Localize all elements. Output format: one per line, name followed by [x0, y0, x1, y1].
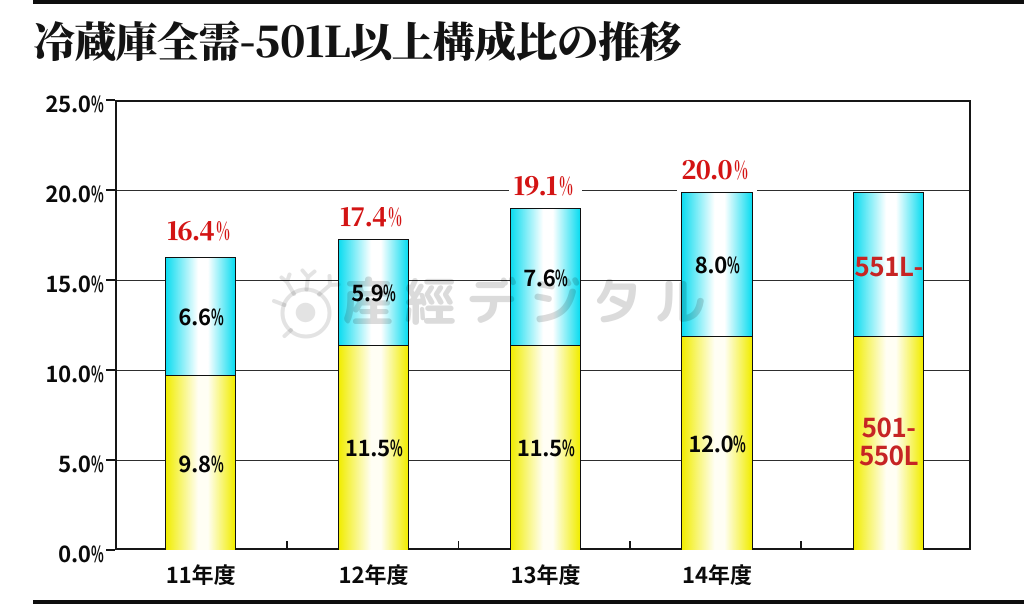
- bar-3-segment-551L-: [681, 191, 753, 336]
- total-label-text: 17.4%: [335, 196, 412, 239]
- bar-4-segment-551L-: [852, 191, 925, 336]
- percent-sign: %: [210, 300, 224, 333]
- bar-2-total-label: 19.1%: [476, 164, 616, 207]
- percent-sign: %: [726, 247, 740, 280]
- bar-2-label-upper: 7.6%: [523, 260, 568, 293]
- logo-sprig-4: [272, 299, 287, 307]
- legend-label-551L: 551L-: [854, 246, 923, 284]
- percent-sign: %: [389, 431, 403, 464]
- y-axis-tick: [106, 99, 115, 101]
- bar-2-label-lower: 11.5%: [516, 431, 575, 464]
- logo-sprig-1: [279, 272, 296, 296]
- bar-2-segment-551L-: [509, 208, 582, 345]
- bar-3-total-label: 20.0%: [647, 148, 787, 191]
- percent-sign: %: [90, 87, 104, 119]
- bar-4-segment-501-550L: [852, 335, 925, 550]
- legend-label-line: 501-: [861, 407, 916, 445]
- y-axis-tick: [106, 458, 115, 461]
- total-label-text: 16.4%: [162, 210, 239, 253]
- logo-sprig-2: [300, 268, 317, 292]
- bar-0-segment-551L-: [164, 256, 237, 376]
- bar-1-label-upper: 5.9%: [351, 275, 396, 308]
- bar-1-segment-551L-: [337, 238, 410, 345]
- sankei-bird-logo-icon: [272, 268, 341, 339]
- y-axis-label-15.0%: 15.0%: [45, 266, 104, 299]
- percent-sign: %: [210, 446, 224, 479]
- x-axis-label-11年度: 11年度: [165, 558, 236, 590]
- y-axis-label-25.0%: 25.0%: [45, 87, 104, 119]
- bar-3-label-upper: 8.0%: [694, 247, 740, 280]
- percent-sign: %: [90, 446, 104, 479]
- x-axis-label-13年度: 13年度: [510, 558, 581, 590]
- x-axis-tick: [457, 541, 460, 548]
- y-axis-tick: [106, 188, 115, 191]
- bar-1-total-label: 17.4%: [304, 196, 444, 239]
- legend-label-line: 550L: [858, 435, 919, 473]
- total-label-text: 19.1%: [509, 164, 582, 207]
- bar-0-segment-501-550L: [164, 375, 237, 550]
- percent-sign: %: [90, 536, 104, 569]
- percent-sign: %: [386, 203, 402, 232]
- logo-ring: [280, 287, 332, 339]
- total-label-text: 20.0%: [677, 148, 757, 191]
- bar-1-segment-501-550L: [337, 344, 410, 550]
- bar-2-segment-501-550L: [509, 344, 582, 550]
- y-axis-tick: [106, 278, 115, 281]
- watermark-text: 産經デジタル: [341, 264, 717, 337]
- percent-sign: %: [561, 431, 575, 464]
- percent-sign: %: [90, 266, 104, 299]
- legend-label-501-550L: 501- 550L: [819, 407, 959, 473]
- image-top-border: [33, 0, 1024, 4]
- bar-3-label-lower: 12.0%: [688, 426, 746, 459]
- y-axis-tick: [106, 548, 115, 551]
- image-bottom-border: [33, 600, 1024, 604]
- logo-sprig-3: [317, 274, 341, 297]
- logo-sprig-5: [282, 328, 293, 338]
- logo-strokes: [272, 268, 341, 339]
- x-axis-label-14年度: 14年度: [682, 558, 752, 590]
- percent-sign: %: [731, 155, 748, 184]
- percent-sign: %: [90, 356, 104, 389]
- bar-3-segment-501-550L: [681, 335, 753, 550]
- y-axis-label-10.0%: 10.0%: [45, 356, 104, 389]
- x-axis-tick: [286, 541, 289, 548]
- bar-0-label-upper: 6.6%: [178, 300, 224, 333]
- bar-1-label-lower: 11.5%: [344, 431, 403, 464]
- x-axis-label-12年度: 12年度: [338, 558, 409, 590]
- percent-sign: %: [733, 426, 746, 459]
- y-axis-label-0.0%: 0.0%: [58, 536, 104, 569]
- percent-sign: %: [213, 217, 229, 246]
- bar-0-label-lower: 9.8%: [178, 446, 224, 479]
- logo-eye: [295, 302, 316, 323]
- percent-sign: %: [90, 176, 104, 209]
- chart-title: 冷蔵庫全需-501L以上構成比の推移: [33, 10, 681, 70]
- y-axis-label-5.0%: 5.0%: [58, 446, 104, 479]
- y-axis-label-20.0%: 20.0%: [45, 176, 104, 209]
- x-axis-tick: [628, 541, 631, 548]
- bar-0-total-label: 16.4%: [131, 210, 271, 253]
- percent-sign: %: [556, 171, 572, 200]
- y-axis-tick: [106, 368, 115, 371]
- x-axis-tick: [800, 541, 802, 548]
